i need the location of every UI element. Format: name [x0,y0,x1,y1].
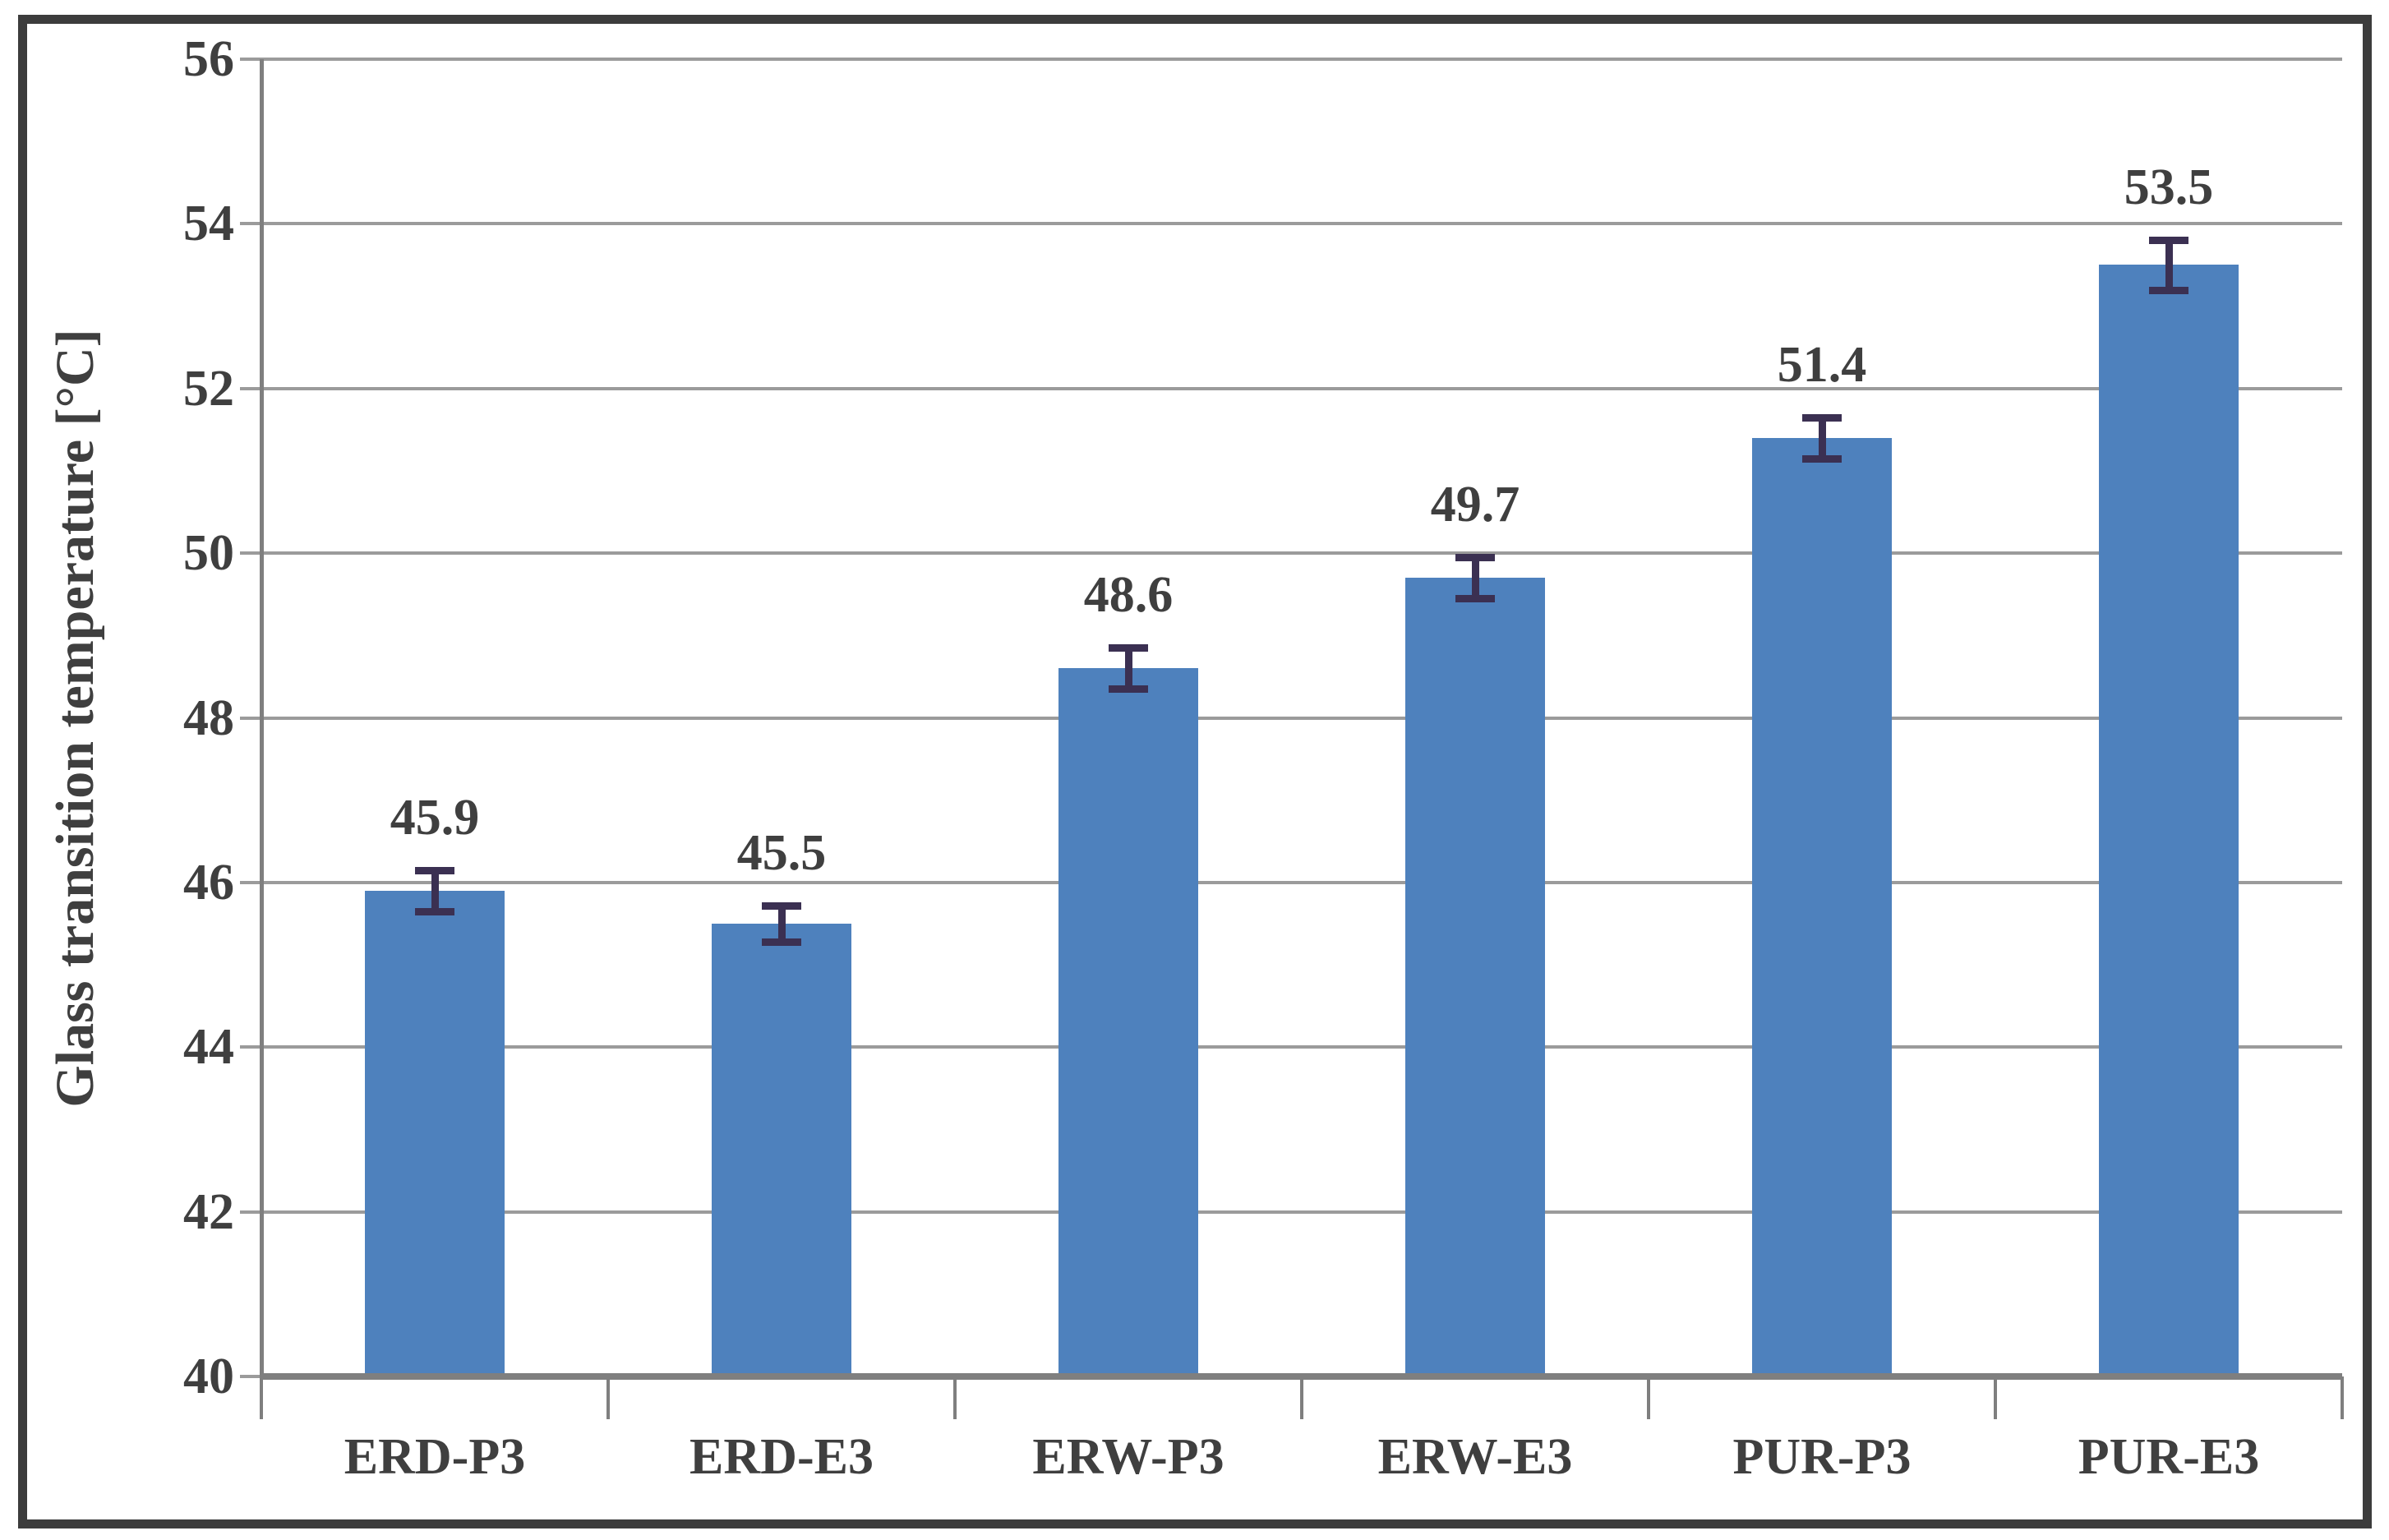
y-tick-label-52: 52 [183,361,234,417]
x-category-label: ERD-P3 [344,1429,526,1485]
error-bar-cap-top [2149,237,2188,244]
y-tick-label-48: 48 [183,690,234,746]
x-tick-mark [1994,1376,1997,1419]
x-tick-mark [606,1376,610,1419]
bar-value-label: 49.7 [1430,477,1520,533]
error-bar-cap-top [1802,414,1842,422]
bar-value-label: 48.6 [1083,567,1174,623]
y-tick-label-46: 46 [183,855,234,911]
error-bar [1472,557,1479,598]
bar-value-label: 51.4 [1777,337,1867,393]
x-category-label: ERW-E3 [1377,1429,1573,1485]
bar-erd-e3 [712,924,851,1376]
gridline-52 [240,387,2342,390]
gridline-44 [240,1045,2342,1049]
bar-pur-p3 [1752,438,1892,1376]
error-bar-cap-bottom [1455,595,1495,602]
gridline-42 [240,1210,2342,1214]
x-tick-mark [1647,1376,1650,1419]
x-category-label: ERD-E3 [689,1429,874,1485]
x-category-label: PUR-P3 [1732,1429,1912,1485]
error-bar-cap-top [415,867,454,874]
x-category-label: ERW-P3 [1032,1429,1224,1485]
error-bar-cap-top [762,902,801,910]
y-tick-label-42: 42 [183,1184,234,1240]
error-bar-cap-bottom [415,908,454,915]
bar-erd-p3 [365,891,505,1376]
error-bar-cap-bottom [2149,287,2188,294]
bar-value-label: 53.5 [2124,159,2214,215]
error-bar-cap-top [1109,644,1148,652]
bar-erw-p3 [1058,668,1198,1376]
x-tick-mark [953,1376,957,1419]
gridline-56 [240,58,2342,61]
y-tick-label-44: 44 [183,1019,234,1075]
error-bar [431,870,439,911]
error-bar-cap-top [1455,554,1495,561]
y-tick-label-40: 40 [183,1349,234,1404]
error-bar [1125,648,1132,689]
bar-value-label: 45.9 [390,790,480,846]
bar-value-label: 45.5 [736,825,827,881]
y-tick-label-56: 56 [183,31,234,87]
y-axis-line [260,59,264,1380]
error-bar [1819,417,1826,459]
x-tick-mark [260,1376,263,1419]
x-category-label: PUR-E3 [2078,1429,2260,1485]
error-bar [2165,240,2173,290]
gridline-48 [240,717,2342,720]
x-tick-mark [2341,1376,2344,1419]
y-tick-label-50: 50 [183,525,234,581]
error-bar-cap-bottom [1802,455,1842,463]
bar-pur-e3 [2099,265,2239,1376]
x-tick-mark [1300,1376,1303,1419]
y-tick-mark-40 [240,1375,261,1378]
bar-erw-e3 [1405,578,1545,1376]
y-tick-label-54: 54 [183,196,234,251]
gridline-46 [240,881,2342,884]
error-bar [778,906,786,942]
error-bar-cap-bottom [1109,685,1148,693]
error-bar-cap-bottom [762,938,801,946]
gridline-54 [240,222,2342,225]
gridline-50 [240,551,2342,555]
